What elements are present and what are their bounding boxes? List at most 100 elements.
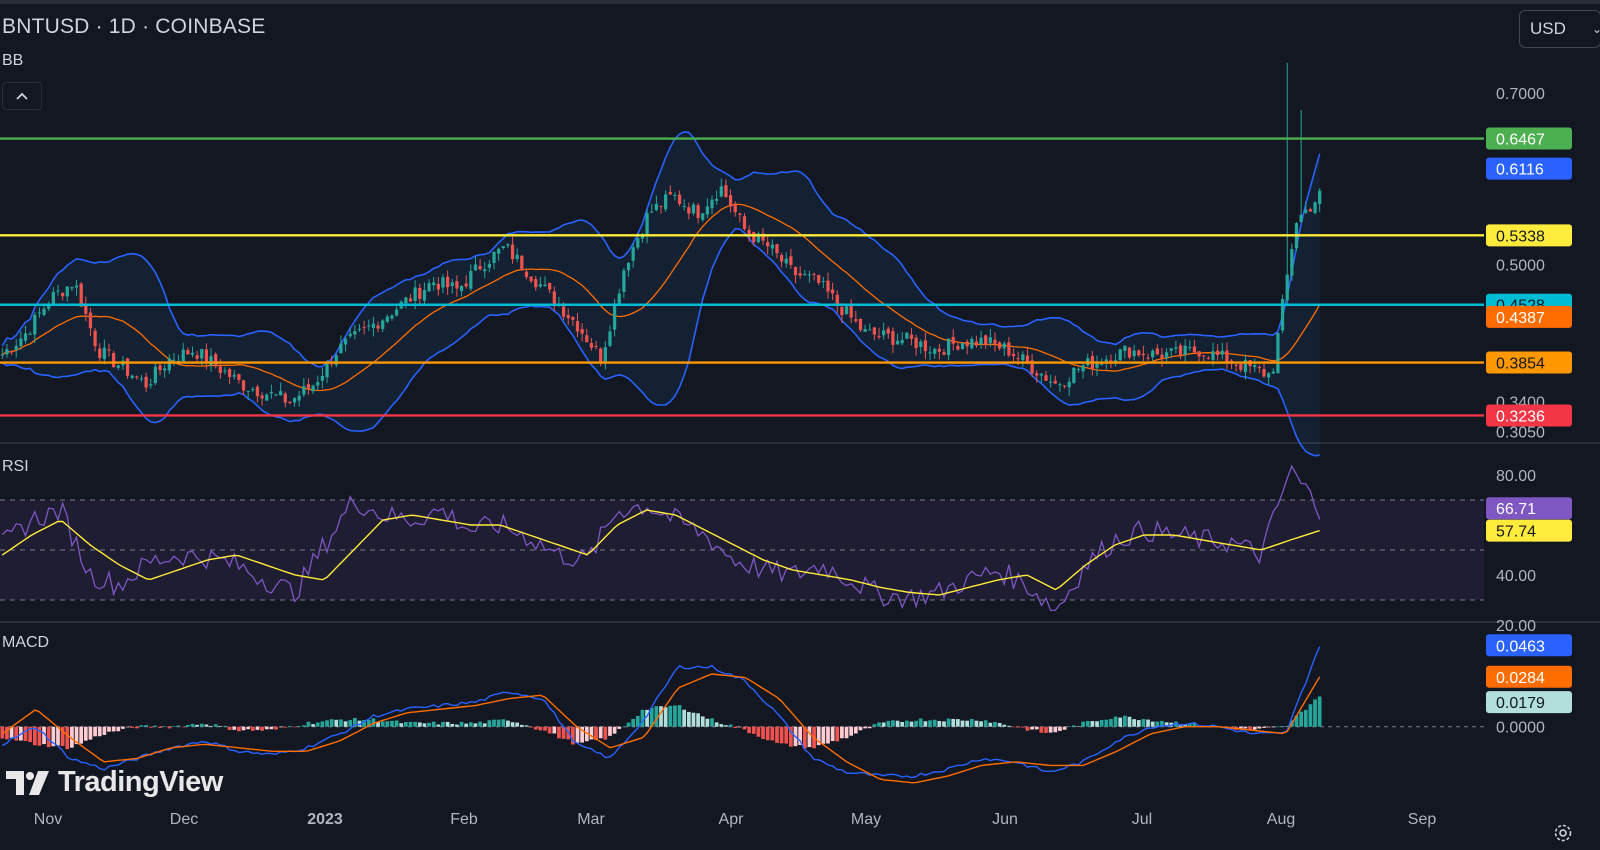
candle-body [756, 233, 761, 243]
gear-icon[interactable] [1552, 822, 1574, 844]
candle-body [664, 194, 668, 210]
macd-hist-bar [1136, 720, 1141, 727]
macd-hist-value-label-bg [1486, 691, 1572, 714]
candle-body [617, 293, 621, 304]
macd-hist-bar [844, 726, 849, 739]
macd-hist-bar [932, 719, 937, 727]
macd-hist-bar [1262, 726, 1266, 728]
price-tick-label: 0.5000 [1496, 257, 1545, 274]
macd-hist-bar [524, 725, 529, 727]
time-tick-label: Sep [1408, 811, 1437, 828]
macd-hist-bar [107, 726, 111, 732]
macd-hist-bar [974, 720, 979, 727]
macd-hist-bar [14, 726, 19, 741]
macd-indicator-label[interactable]: MACD [2, 634, 50, 651]
macd-hist-bar [232, 726, 237, 730]
macd-hist-bar [1090, 721, 1095, 727]
candle-body [1049, 381, 1053, 383]
macd-hist-bar [37, 726, 42, 746]
macd-hist-bar [1313, 699, 1317, 727]
rsi-indicator-label[interactable]: RSI [2, 458, 29, 475]
currency-select[interactable]: USD ⌄ [1519, 10, 1600, 48]
macd-hist-bar [1062, 726, 1067, 730]
candle-body [1141, 353, 1146, 356]
macd-hist-bar [343, 721, 348, 727]
candle-body [566, 315, 570, 319]
candle-body [0, 354, 4, 356]
candle-body [1308, 209, 1313, 212]
candle-body [691, 204, 696, 214]
macd-hist-bar [1095, 721, 1099, 727]
macd-value-label: 0.0463 [1496, 638, 1545, 655]
macd-hist-bar [390, 720, 394, 727]
candle-body [237, 374, 241, 380]
candle-body [478, 265, 482, 270]
candle-body [1025, 355, 1030, 363]
macd-hist-bar [274, 726, 278, 730]
candle-body [1053, 380, 1057, 384]
macd-hist-bar [408, 721, 413, 727]
macd-hist-bar [1030, 726, 1034, 730]
macd-hist-bar [376, 721, 380, 727]
tradingview-logo[interactable]: TradingView [6, 766, 223, 799]
macd-hist-bar [148, 726, 153, 728]
macd-hist-bar [329, 719, 334, 727]
macd-hist-bar [139, 725, 144, 727]
candle-body [357, 328, 362, 330]
candle-body [561, 306, 566, 317]
symbol-title[interactable]: BNTUSD · 1D · COINBASE [2, 15, 266, 38]
candle-body [1151, 350, 1155, 358]
candle-body [585, 335, 589, 343]
candle-body [738, 213, 742, 215]
candle-body [288, 401, 292, 403]
bb-indicator-label[interactable]: BB [2, 52, 24, 69]
macd-hist-bar [631, 718, 636, 727]
candle-body [51, 291, 55, 304]
candle-body [232, 374, 236, 377]
macd-hist-bar [492, 719, 496, 727]
candle-body [571, 317, 575, 320]
candle-body [376, 325, 380, 329]
candle-body [56, 290, 60, 292]
candle-body [1290, 248, 1294, 276]
candle-body [70, 287, 74, 289]
macd-hist-bar [213, 724, 218, 727]
macd-hist-bar [584, 726, 589, 742]
macd-tick-label: 0.0000 [1496, 720, 1545, 737]
logo-text: TradingView [58, 766, 223, 798]
macd-hist-bar [1099, 719, 1104, 727]
price-label: 0.4387 [1496, 310, 1545, 327]
candle-body [492, 252, 496, 263]
macd-hist-bar [891, 720, 895, 727]
macd-hist-bar [956, 719, 960, 727]
candle-body [19, 338, 23, 347]
collapse-indicators-button[interactable] [2, 82, 42, 110]
macd-hist-bar [904, 720, 909, 727]
candle-body [946, 338, 951, 356]
macd-hist-bar [997, 722, 1002, 727]
macd-hist-bar [1113, 716, 1118, 727]
candle-body [422, 290, 427, 301]
candle-body [608, 331, 612, 346]
candle-body [835, 294, 839, 305]
candle-body [251, 388, 255, 391]
macd-hist-bar [436, 724, 441, 727]
macd-hist-bar [719, 724, 724, 727]
macd-hist-bar [1248, 726, 1252, 731]
price-label-bg [1486, 305, 1572, 328]
macd-hist-bar [158, 726, 162, 728]
macd-hist-bar [617, 726, 622, 729]
candle-body [710, 199, 714, 209]
macd-hist-bar [626, 722, 631, 727]
macd-hist-bar [227, 726, 232, 730]
chevron-up-icon [16, 92, 28, 100]
macd-hist-bar [1053, 726, 1058, 733]
macd-hist-bar [946, 718, 951, 727]
macd-hist-bar [700, 716, 705, 727]
macd-hist-bar [1317, 696, 1322, 727]
macd-hist-bar [645, 709, 649, 727]
time-tick-label: Mar [577, 811, 605, 828]
macd-hist-bar [172, 726, 176, 727]
macd-hist-bar [816, 726, 821, 746]
